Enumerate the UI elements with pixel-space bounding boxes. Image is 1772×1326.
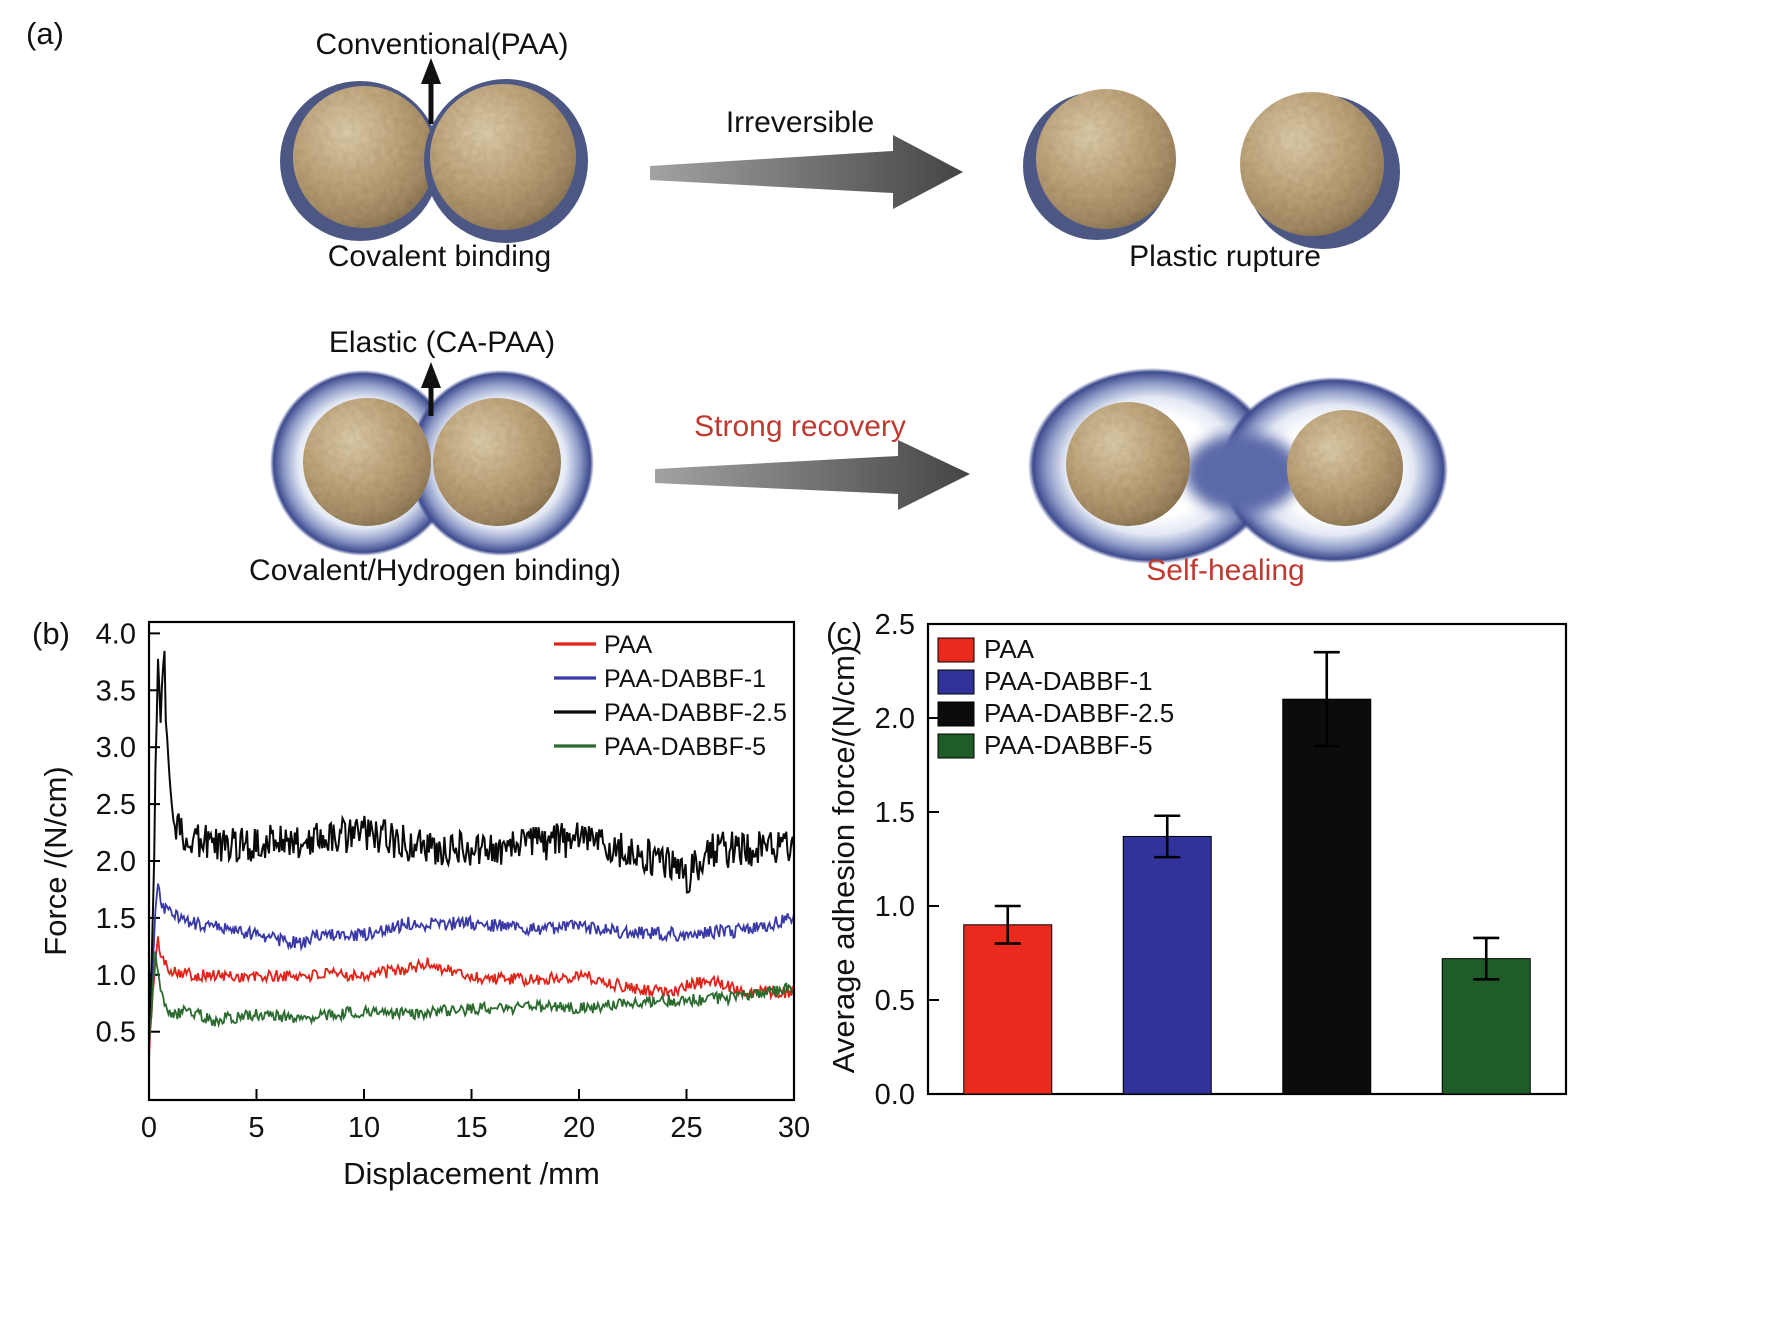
panel-a-diagram	[270, 58, 1448, 564]
panel-a-label: (a)	[26, 16, 64, 51]
legend-swatch	[937, 733, 975, 759]
microsphere	[293, 86, 435, 228]
microsphere	[1240, 92, 1384, 236]
pull-arrow-head	[421, 362, 441, 388]
x-tick-label: 25	[670, 1112, 702, 1144]
y-tick-label: 3.5	[96, 675, 136, 707]
force-displacement-chart: 0.5 1.0 1.5 2.0 2.5 3.0 3.5 4.0 0 5 10 15 20 25 30 Disp…	[38, 618, 810, 1191]
y-axis-title: Force /(N/cm)	[38, 766, 73, 955]
y-tick-label: 1.0	[875, 891, 915, 923]
bar-PAA-DABBF-2.5	[1282, 698, 1372, 1095]
healed-bridge	[1185, 433, 1301, 513]
x-tick-label: 20	[563, 1112, 595, 1144]
legend-swatch	[937, 637, 975, 663]
y-tick-label: 0.5	[96, 1017, 136, 1049]
x-tick-label: 30	[778, 1112, 810, 1144]
y-tick-label: 0.5	[875, 985, 915, 1017]
bar-PAA-DABBF-5	[1441, 958, 1531, 1095]
bar-PAA-DABBF-1	[1122, 835, 1212, 1095]
y-tick-label: 2.0	[96, 846, 136, 878]
legend-swatch	[937, 669, 975, 695]
legend-label: PAA-DABBF-5	[984, 730, 1153, 760]
legend-label: PAA	[604, 631, 652, 659]
microsphere	[433, 398, 561, 526]
microsphere	[303, 398, 431, 526]
y-tick-label: 1.5	[875, 797, 915, 829]
conventional-title: Conventional(PAA)	[315, 28, 569, 61]
legend-label: PAA	[984, 634, 1035, 664]
legend-label: PAA-DABBF-2.5	[604, 699, 787, 727]
line-series-PAA-DABBF-1	[150, 883, 793, 1025]
microsphere	[1066, 402, 1190, 526]
x-axis-title: Displacement /mm	[343, 1156, 600, 1191]
strong-recovery-label: Strong recovery	[694, 410, 906, 443]
line-series-PAA	[150, 936, 793, 1057]
elastic-title: Elastic (CA-PAA)	[328, 326, 556, 359]
y-tick-label: 3.0	[96, 732, 136, 764]
line-series-PAA-DABBF-5	[150, 951, 793, 1044]
covalent-binding-caption: Covalent binding	[327, 240, 552, 273]
legend-label: PAA-DABBF-2.5	[984, 698, 1174, 728]
y-tick-label: 2.5	[96, 789, 136, 821]
self-healing-caption: Self-healing	[1146, 554, 1305, 587]
panel-b-label: (b)	[32, 616, 70, 651]
bar-PAA	[963, 924, 1053, 1095]
microsphere	[430, 84, 576, 230]
microsphere	[1036, 89, 1176, 229]
process-arrow-elastic	[655, 440, 970, 510]
legend-swatch	[937, 701, 975, 727]
legend-label: PAA-DABBF-5	[604, 733, 766, 761]
panel-c-label: (c)	[826, 616, 863, 651]
average-adhesion-chart: 0.0 0.5 1.0 1.5 2.0 2.5 Average adhesion force…	[826, 609, 1568, 1111]
legend-label: PAA-DABBF-1	[604, 665, 766, 693]
legend-label: PAA-DABBF-1	[984, 666, 1153, 696]
line-series-PAA-DABBF-2.5	[150, 650, 793, 1043]
y-tick-label: 2.0	[875, 703, 915, 735]
plastic-rupture-caption: Plastic rupture	[1129, 240, 1321, 273]
process-arrow-conventional	[650, 135, 963, 209]
x-tick-label: 5	[248, 1112, 264, 1144]
pull-arrow-head	[421, 58, 441, 84]
x-tick-label: 0	[141, 1112, 157, 1144]
y-axis-title: Average adhesion force/(N/cm)	[826, 645, 861, 1073]
hydrogen-binding-caption: Covalent/Hydrogen binding)	[249, 554, 621, 587]
y-tick-label: 4.0	[96, 618, 136, 650]
y-tick-label: 1.0	[96, 960, 136, 992]
microsphere	[1287, 410, 1403, 526]
y-tick-label: 0.0	[875, 1079, 915, 1111]
y-tick-label: 2.5	[875, 609, 915, 641]
y-tick-label: 1.5	[96, 903, 136, 935]
x-tick-label: 15	[455, 1112, 487, 1144]
irreversible-label: Irreversible	[725, 106, 875, 139]
x-tick-label: 10	[348, 1112, 380, 1144]
